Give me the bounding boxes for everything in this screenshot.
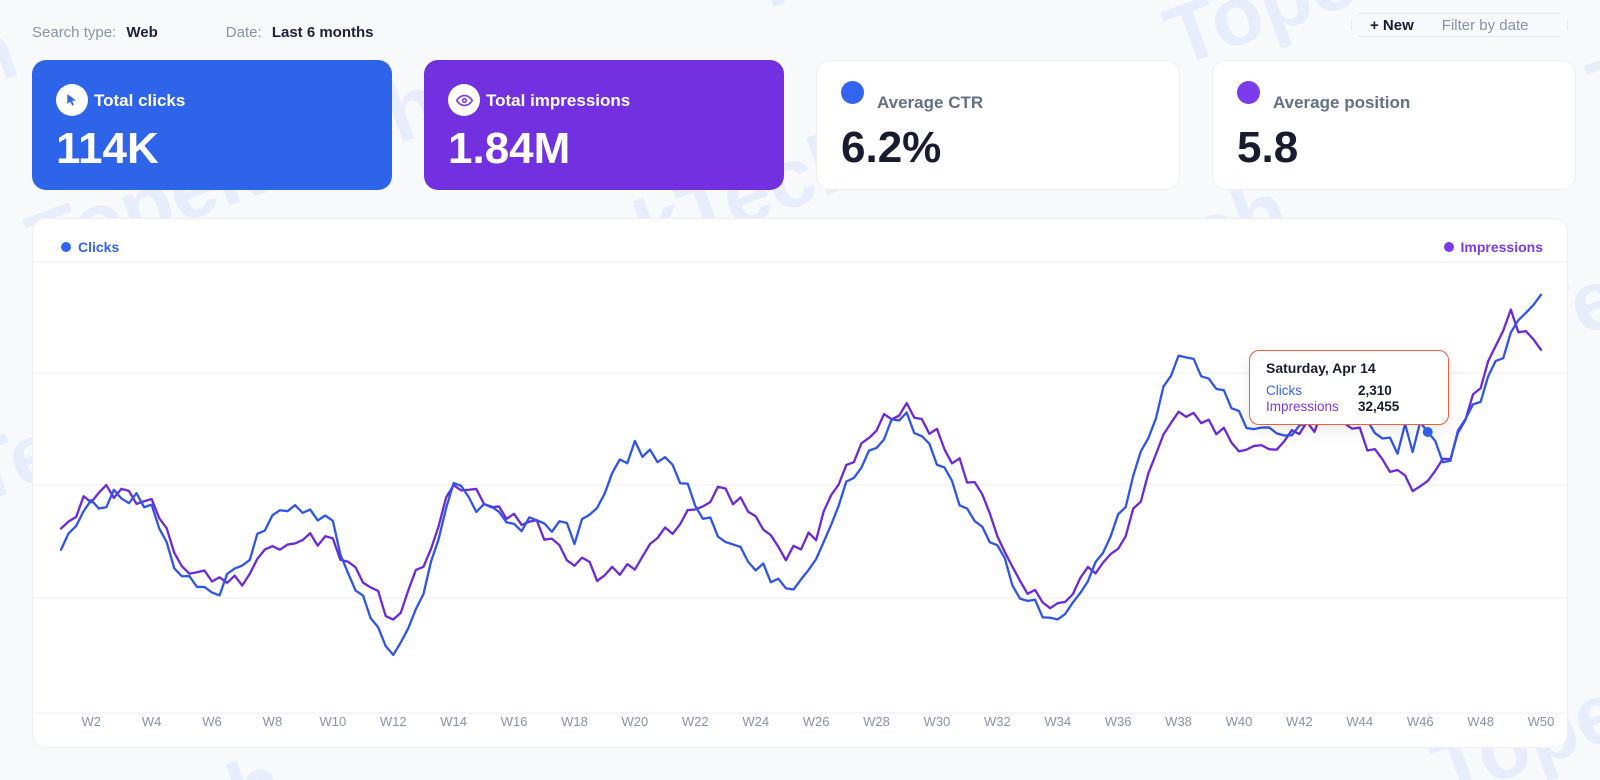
svg-text:W36: W36	[1105, 714, 1132, 729]
svg-text:W24: W24	[742, 714, 769, 729]
svg-text:W30: W30	[924, 714, 951, 729]
svg-text:W44: W44	[1346, 714, 1373, 729]
svg-text:W4: W4	[142, 714, 162, 729]
svg-text:W14: W14	[440, 714, 467, 729]
svg-text:W50: W50	[1528, 714, 1555, 729]
svg-text:W6: W6	[202, 714, 222, 729]
svg-text:W28: W28	[863, 714, 890, 729]
svg-text:W26: W26	[803, 714, 830, 729]
svg-text:W48: W48	[1467, 714, 1494, 729]
svg-text:W16: W16	[501, 714, 528, 729]
svg-text:W2: W2	[81, 714, 101, 729]
svg-text:W10: W10	[319, 714, 346, 729]
svg-text:W46: W46	[1407, 714, 1434, 729]
svg-text:W38: W38	[1165, 714, 1192, 729]
svg-text:W20: W20	[622, 714, 649, 729]
svg-text:W34: W34	[1044, 714, 1071, 729]
svg-text:W18: W18	[561, 714, 588, 729]
svg-text:W12: W12	[380, 714, 407, 729]
svg-text:W32: W32	[984, 714, 1011, 729]
svg-text:W40: W40	[1226, 714, 1253, 729]
svg-text:W22: W22	[682, 714, 709, 729]
svg-text:W42: W42	[1286, 714, 1313, 729]
svg-text:W8: W8	[263, 714, 283, 729]
